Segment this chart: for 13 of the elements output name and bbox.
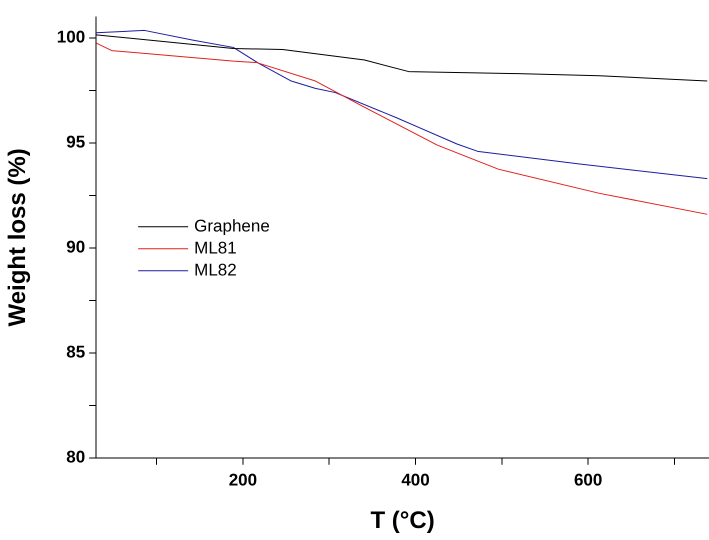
x-tick-label: 600 [574,470,602,490]
x-axis-title: T (°C) [370,507,435,534]
x-tick-label: 400 [401,470,430,490]
y-axis-title: Weight loss (%) [4,148,32,327]
legend-label: Graphene [194,216,270,236]
y-tick-label: 85 [66,342,86,362]
x-tick-label: 200 [228,470,258,490]
legend-label: ML82 [194,260,237,280]
y-tick-label: 80 [66,447,86,466]
y-tick-label: 95 [66,132,86,152]
y-tick-label: 90 [66,238,86,257]
y-tick-label: 100 [56,28,86,47]
legend-label: ML81 [194,238,237,258]
